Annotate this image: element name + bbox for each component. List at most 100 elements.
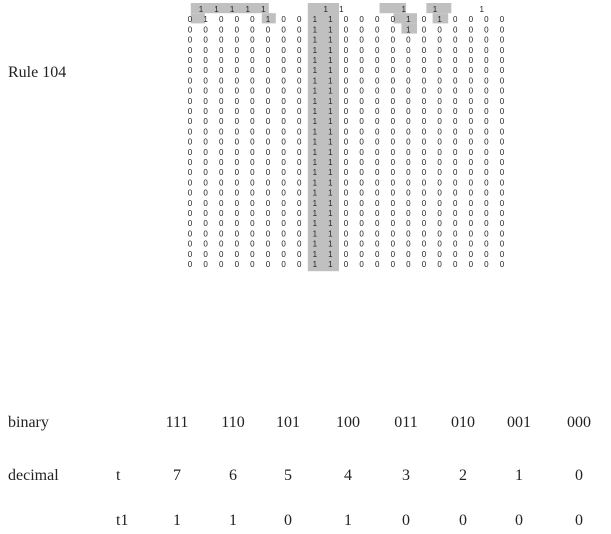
cell: 0: [235, 148, 240, 157]
cell: 0: [437, 76, 442, 85]
cell: 0: [453, 219, 458, 228]
cell: 0: [188, 97, 193, 106]
cell: 0: [250, 46, 255, 55]
cell: 0: [266, 158, 271, 167]
cell: 0: [281, 117, 286, 126]
cell: 0: [453, 117, 458, 126]
cell: 0: [188, 76, 193, 85]
cell: 0: [359, 56, 364, 65]
cell: 0: [406, 36, 411, 45]
cell: 0: [422, 87, 427, 96]
t1-value: 0: [402, 512, 410, 529]
cell: 1: [328, 240, 333, 249]
cell: 0: [344, 127, 349, 136]
cell: 0: [219, 240, 224, 249]
cell: 1: [313, 240, 318, 249]
cell: 1: [313, 250, 318, 259]
cell: 0: [188, 199, 193, 208]
cell: 0: [297, 260, 302, 269]
cell: 0: [250, 260, 255, 269]
cell: 1: [313, 25, 318, 34]
cell: 0: [219, 76, 224, 85]
cell: 1: [328, 25, 333, 34]
cell: 0: [391, 15, 396, 24]
cell: 0: [219, 148, 224, 157]
cell: 1: [313, 66, 318, 75]
cell: 0: [203, 260, 208, 269]
cell: 0: [406, 260, 411, 269]
cell: 0: [250, 76, 255, 85]
cell: 0: [359, 240, 364, 249]
cell: 0: [281, 36, 286, 45]
cell: 0: [344, 229, 349, 238]
cell: 0: [406, 178, 411, 187]
cell: 0: [484, 209, 489, 218]
cell: 0: [453, 127, 458, 136]
cell: 0: [406, 158, 411, 167]
cell: 0: [484, 56, 489, 65]
binary-value: 110: [221, 414, 245, 431]
cell: 0: [391, 46, 396, 55]
cell: 0: [266, 36, 271, 45]
cell: 0: [469, 107, 474, 116]
cell: 0: [406, 56, 411, 65]
cell: 0: [344, 148, 349, 157]
cell: 0: [406, 240, 411, 249]
cell: 1: [328, 97, 333, 106]
decimal-row-label: decimal: [8, 467, 59, 484]
cell: 0: [500, 240, 505, 249]
cell: 0: [484, 87, 489, 96]
cell: 0: [219, 15, 224, 24]
cell: 0: [500, 148, 505, 157]
cell: 0: [437, 87, 442, 96]
cell: 0: [484, 25, 489, 34]
cell: 0: [391, 209, 396, 218]
cell: 0: [359, 87, 364, 96]
cell: 0: [203, 107, 208, 116]
top-cell: 1: [230, 5, 235, 14]
cell: 0: [406, 97, 411, 106]
cell: 0: [437, 199, 442, 208]
cell: 0: [484, 76, 489, 85]
cell: 0: [453, 260, 458, 269]
cell: 0: [406, 199, 411, 208]
cell: 0: [484, 168, 489, 177]
cell: 0: [219, 87, 224, 96]
cell: 0: [297, 107, 302, 116]
cell: 0: [359, 209, 364, 218]
cell: 0: [250, 178, 255, 187]
cell: 0: [297, 36, 302, 45]
cell: 0: [188, 158, 193, 167]
cell: 0: [453, 76, 458, 85]
cell: 0: [281, 138, 286, 147]
cell: 0: [188, 25, 193, 34]
cell: 0: [188, 148, 193, 157]
cell: 0: [391, 240, 396, 249]
cell: 0: [422, 168, 427, 177]
cell: 0: [437, 209, 442, 218]
cell: 0: [203, 127, 208, 136]
cell: 0: [219, 219, 224, 228]
cell: 0: [266, 229, 271, 238]
cell: 0: [266, 76, 271, 85]
cell: 0: [188, 107, 193, 116]
cell: 0: [281, 66, 286, 75]
cell: 1: [328, 36, 333, 45]
cell: 0: [250, 199, 255, 208]
cell: 0: [281, 76, 286, 85]
cell: 0: [375, 250, 380, 259]
cell: 0: [359, 189, 364, 198]
cell: 0: [437, 260, 442, 269]
cell: 0: [453, 36, 458, 45]
cell: 0: [375, 107, 380, 116]
cell: 0: [500, 66, 505, 75]
cell: 0: [188, 56, 193, 65]
cell: 0: [422, 178, 427, 187]
cell: 0: [344, 76, 349, 85]
cell: 0: [250, 209, 255, 218]
cell: 0: [281, 250, 286, 259]
upper-shade-a: [379, 3, 407, 14]
cell: 0: [375, 229, 380, 238]
cell: 0: [250, 15, 255, 24]
cell: 0: [344, 87, 349, 96]
